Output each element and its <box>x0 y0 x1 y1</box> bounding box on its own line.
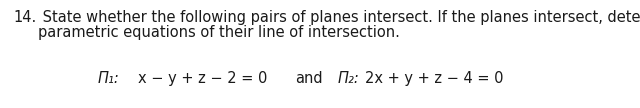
Text: Π₁:: Π₁: <box>98 71 120 86</box>
Text: State whether the following pairs of planes intersect. If the planes intersect, : State whether the following pairs of pla… <box>38 10 640 25</box>
Text: and: and <box>295 71 323 86</box>
Text: x − y + z − 2 = 0: x − y + z − 2 = 0 <box>138 71 268 86</box>
Text: 14.: 14. <box>13 10 36 25</box>
Text: 2x + y + z − 4 = 0: 2x + y + z − 4 = 0 <box>365 71 504 86</box>
Text: parametric equations of their line of intersection.: parametric equations of their line of in… <box>38 25 400 40</box>
Text: Π₂:: Π₂: <box>338 71 360 86</box>
